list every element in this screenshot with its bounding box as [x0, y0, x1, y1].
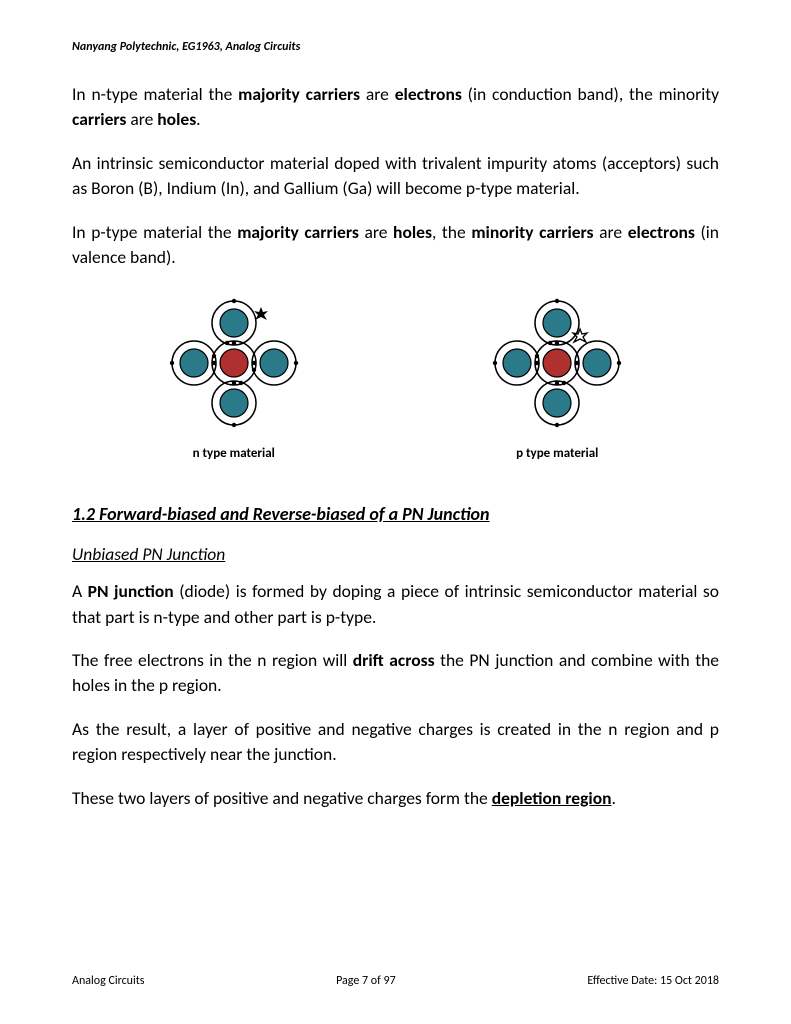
- text: , the: [432, 221, 471, 243]
- footer-left: Analog Circuits: [72, 974, 144, 988]
- text: The free electrons in the n region will: [72, 649, 353, 671]
- paragraph-4: A PN junction (diode) is formed by dopin…: [72, 579, 719, 630]
- text: These two layers of positive and negativ…: [72, 787, 492, 809]
- diagram-caption-left: n type material: [193, 446, 275, 461]
- text: are: [126, 108, 157, 130]
- paragraph-3: In p-type material the majority carriers…: [72, 220, 719, 271]
- ptype-diagram: [472, 288, 642, 438]
- section-heading: 1.2 Forward-biased and Reverse-biased of…: [72, 503, 719, 525]
- diagram-caption-right: p type material: [516, 446, 598, 461]
- bold-text: drift across: [353, 649, 435, 671]
- text: are: [359, 221, 393, 243]
- paragraph-6: As the result, a layer of positive and n…: [72, 717, 719, 768]
- text: In p-type material the: [72, 221, 237, 243]
- underline-bold-text: depletion region: [492, 787, 612, 809]
- bold-text: majority carriers: [238, 83, 360, 105]
- bold-text: electrons: [395, 83, 462, 105]
- page-header: Nanyang Polytechnic, EG1963, Analog Circ…: [72, 40, 719, 54]
- diagram-row: n type material: [72, 288, 719, 461]
- bold-text: holes: [157, 108, 196, 130]
- paragraph-1: In n-type material the majority carriers…: [72, 82, 719, 133]
- ntype-diagram: [149, 288, 319, 438]
- bold-text: majority carriers: [237, 221, 359, 243]
- text: .: [196, 108, 200, 130]
- text: In n-type material the: [72, 83, 238, 105]
- diagram-left: n type material: [149, 288, 319, 461]
- text: A: [72, 580, 88, 602]
- paragraph-7: These two layers of positive and negativ…: [72, 786, 719, 811]
- bold-text: electrons: [628, 221, 695, 243]
- paragraph-2: An intrinsic semiconductor material dope…: [72, 151, 719, 202]
- footer-center: Page 7 of 97: [336, 974, 396, 988]
- bold-text: holes: [393, 221, 432, 243]
- bold-text: carriers: [72, 108, 126, 130]
- text: .: [612, 787, 616, 809]
- paragraph-5: The free electrons in the n region will …: [72, 648, 719, 699]
- text: (in conduction band), the minority: [462, 83, 719, 105]
- page-footer: Analog Circuits Page 7 of 97 Effective D…: [72, 974, 719, 988]
- diagram-right: p type material: [472, 288, 642, 461]
- bold-text: PN junction: [88, 580, 174, 602]
- footer-right: Effective Date: 15 Oct 2018: [587, 974, 719, 988]
- text: are: [594, 221, 628, 243]
- bold-text: minority carriers: [471, 221, 593, 243]
- subheading: Unbiased PN Junction: [72, 543, 719, 565]
- text: are: [360, 83, 395, 105]
